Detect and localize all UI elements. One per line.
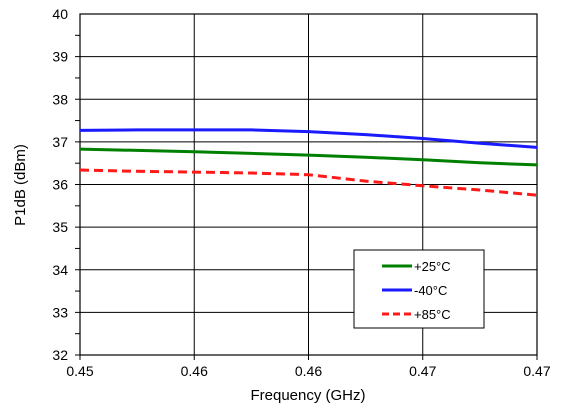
x-tick-label: 0.46 bbox=[181, 363, 208, 379]
plot-border bbox=[79, 13, 538, 356]
x-axis-label: Frequency (GHz) bbox=[250, 387, 365, 404]
legend-entry-3: +85°C bbox=[414, 307, 451, 322]
y-tick-label: 39 bbox=[52, 49, 68, 65]
x-tick-label: 0.46 bbox=[295, 363, 322, 379]
series-line-3 bbox=[79, 168, 538, 197]
legend-box bbox=[353, 249, 485, 329]
x-tick-label: 0.47 bbox=[409, 363, 436, 379]
legend-entry-1: +25°C bbox=[414, 259, 451, 274]
plot-area: 32 33 34 35 36 37 38 39 40 0.45 0.46 0.46 0.47 0.47 bbox=[52, 6, 550, 379]
y-tick-label: 38 bbox=[52, 91, 68, 107]
series-line-1 bbox=[79, 147, 538, 167]
y-tick-label: 33 bbox=[52, 304, 68, 320]
y-axis-label: P1dB (dBm) bbox=[12, 144, 29, 226]
y-tick-label: 40 bbox=[52, 6, 68, 22]
y-tick-label: 32 bbox=[52, 347, 68, 363]
y-tick-label: 34 bbox=[52, 262, 68, 278]
y-tick-label: 36 bbox=[52, 177, 68, 193]
y-tick-label: 37 bbox=[52, 134, 68, 150]
x-tick-label: 0.47 bbox=[523, 363, 550, 379]
series-line-2 bbox=[79, 128, 538, 149]
legend-entry-2: -40°C bbox=[414, 283, 447, 298]
legend: +25°C -40°C +85°C bbox=[353, 249, 485, 329]
y-tick-label: 35 bbox=[52, 219, 68, 235]
x-tick-label: 0.45 bbox=[66, 363, 93, 379]
